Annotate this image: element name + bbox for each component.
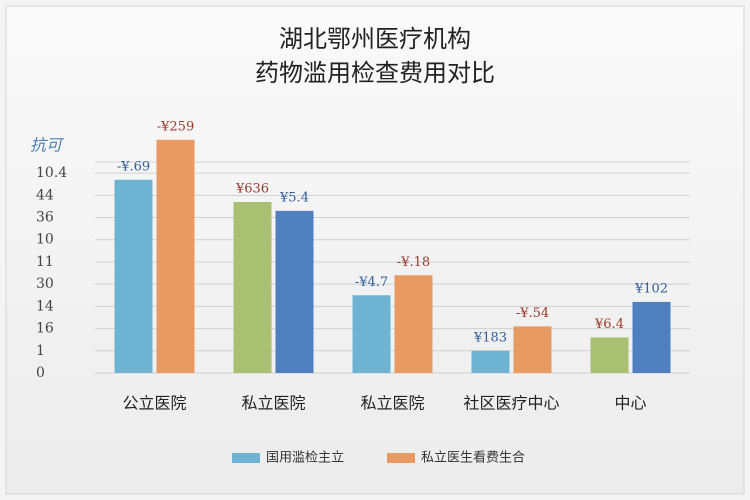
- x-tick-label: 私立医院: [241, 394, 305, 413]
- x-tick-label: 中心: [614, 394, 646, 413]
- x-tick-label: 社区医疗中心: [463, 394, 559, 413]
- y-tick-label: 16: [36, 321, 54, 337]
- value-label: -¥259: [157, 119, 194, 134]
- x-tick-label: 公立医院: [122, 394, 186, 413]
- y-tick-label: 1: [36, 343, 45, 359]
- y-tick-label: 11: [36, 254, 54, 270]
- bar: [233, 201, 272, 373]
- bar: [513, 326, 552, 373]
- legend-swatch: [232, 453, 260, 463]
- chart-title: 药物滥用检查费用对比: [255, 59, 495, 87]
- y-tick-label: 30: [36, 276, 54, 292]
- legend-swatch: [387, 453, 415, 463]
- value-label: ¥183: [473, 330, 507, 345]
- y-tick-label: 14: [36, 298, 54, 314]
- y-axis-label: 抗可: [30, 136, 65, 155]
- x-tick-label: 私立医院: [360, 394, 424, 413]
- bar: [156, 139, 195, 373]
- value-label: ¥6.4: [594, 317, 624, 332]
- bar: [632, 301, 671, 373]
- y-tick-label: 10: [36, 232, 54, 248]
- value-label: ¥5.4: [279, 190, 309, 205]
- value-label: ¥102: [634, 281, 668, 296]
- y-tick-label: 44: [36, 187, 54, 203]
- value-label: -¥.18: [397, 255, 430, 270]
- legend-label: 私立医生看费生合: [421, 450, 525, 466]
- value-label: -¥.54: [516, 306, 549, 321]
- bar: [114, 179, 153, 373]
- y-tick-label: 0: [36, 365, 45, 381]
- chart-title: 湖北鄂州医疗机构: [279, 25, 471, 53]
- bar: [275, 210, 314, 373]
- y-tick-label: 36: [36, 210, 54, 226]
- bar: [394, 275, 433, 373]
- bar: [352, 295, 391, 373]
- y-tick-label: 10.4: [36, 165, 67, 181]
- value-label: -¥4.7: [355, 275, 388, 290]
- value-label: -¥.69: [117, 159, 150, 174]
- legend-label: 国用滥检主立: [266, 451, 344, 466]
- bar: [471, 350, 510, 373]
- value-label: ¥636: [235, 181, 269, 196]
- bar: [590, 337, 629, 373]
